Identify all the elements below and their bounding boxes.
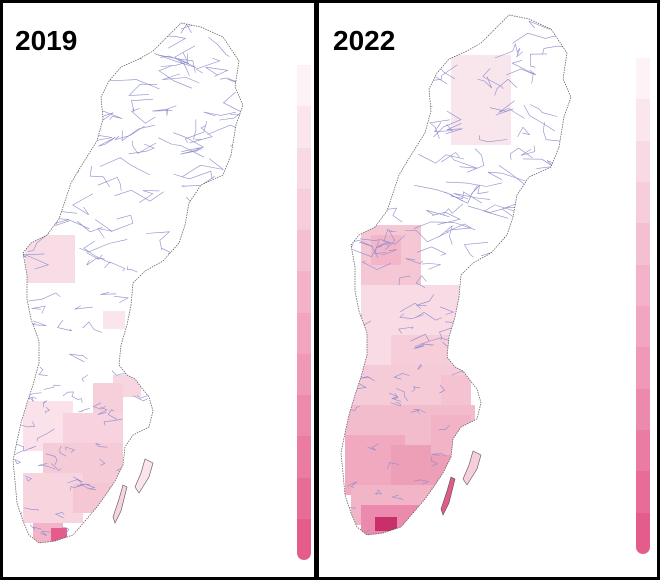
legend-color-band — [636, 223, 650, 266]
legend-color-bar — [636, 58, 650, 554]
legend-color-band — [297, 436, 311, 478]
municipality-shade — [25, 235, 75, 283]
map-panel-2022: 2022 0100 W200 W300 W400 W500 W600 W700 … — [319, 3, 657, 577]
municipality-shade — [441, 375, 471, 405]
municipality-shade — [431, 415, 471, 455]
municipality-shade — [375, 517, 397, 531]
sweden-map-2019 — [12, 22, 244, 544]
legend-color-band — [297, 395, 311, 437]
map-panel-2019: 2019 0100 W200 W300 W400 W500 W600 W700 … — [3, 3, 314, 577]
legend-color-band — [636, 306, 650, 348]
year-title: 2019 — [15, 25, 78, 56]
legend-color-bar — [297, 65, 311, 560]
year-title: 2022 — [333, 25, 396, 56]
legend-color-band — [636, 512, 650, 554]
legend-color-band — [636, 182, 650, 224]
oland-island — [112, 484, 128, 524]
gotland-island — [462, 450, 482, 486]
country-outline — [12, 22, 244, 544]
legend-color-band — [297, 518, 311, 560]
legend-color-band — [297, 230, 311, 272]
gotland-island — [134, 458, 154, 494]
legend-color-band — [636, 388, 650, 431]
legend-color-band — [297, 477, 311, 520]
legend-color-band — [636, 264, 650, 307]
sweden-map-2022 — [340, 14, 572, 536]
legend-color-band — [636, 347, 650, 390]
municipality-shade — [93, 383, 123, 413]
country-outline — [340, 14, 572, 536]
legend-color-band — [636, 471, 650, 514]
municipality-shade — [51, 528, 67, 542]
municipality-shade — [103, 311, 125, 329]
legend-color-band — [297, 147, 311, 190]
municipality-shade — [73, 483, 113, 513]
legend-color-band — [636, 140, 650, 183]
legend-color-band — [297, 188, 311, 231]
oland-island — [440, 476, 456, 516]
legend-color-band — [636, 430, 650, 472]
legend-color-band — [297, 65, 311, 107]
legend-color-band — [636, 58, 650, 100]
legend-color-band — [297, 353, 311, 396]
municipality-shade — [451, 55, 511, 145]
legend-color-band — [297, 312, 311, 355]
legend-color-band — [297, 106, 311, 148]
legend-color-band — [297, 271, 311, 313]
legend-color-band — [636, 99, 650, 142]
